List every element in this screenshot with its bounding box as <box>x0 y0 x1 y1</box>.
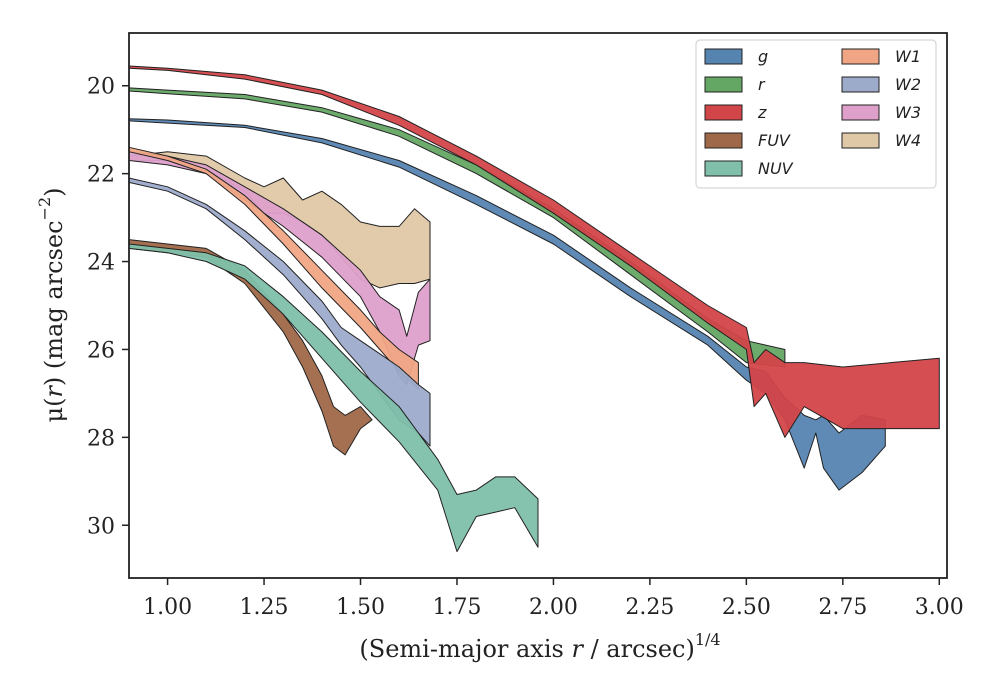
y-axis-label-main: μ( <box>40 398 68 423</box>
legend-swatch-z <box>704 104 743 121</box>
y-axis-label-var: r <box>40 385 68 398</box>
y-axis-label-sup: −2 <box>35 197 54 221</box>
x-tick-label: 2.00 <box>529 595 578 620</box>
x-tick-label: 1.00 <box>143 595 192 620</box>
legend-label-z: z <box>757 103 767 122</box>
legend-label-FUV: FUV <box>758 131 791 150</box>
y-tick-label: 20 <box>87 75 115 100</box>
legend-label-W2: W2 <box>895 75 921 94</box>
legend-swatch-NUV <box>704 160 743 177</box>
x-axis-label-unit: / arcsec) <box>583 635 695 663</box>
x-axis-label: (Semi-major axis r / arcsec)1/4 <box>359 630 720 663</box>
legend-swatch-W2 <box>841 76 880 93</box>
legend-swatch-g <box>704 48 743 65</box>
legend-swatch-W3 <box>841 104 880 121</box>
x-tick-label: 3.00 <box>915 595 964 620</box>
x-tick-label: 2.50 <box>722 595 771 620</box>
legend-label-r: r <box>758 75 766 94</box>
y-tick-label: 30 <box>87 514 115 539</box>
y-axis-label-unit: ) (mag arcsec <box>40 220 68 386</box>
legend-swatch-FUV <box>704 132 743 149</box>
series-layer <box>128 65 940 553</box>
x-axis-label-sup: 1/4 <box>695 630 721 649</box>
x-tick-label: 1.50 <box>336 595 385 620</box>
x-tick-label: 2.25 <box>625 595 674 620</box>
series-band-z <box>128 65 940 438</box>
legend-label-g: g <box>758 47 768 66</box>
y-axis-label: μ(r) (mag arcsec−2) <box>35 187 68 422</box>
series-band-NUV <box>128 243 539 553</box>
legend-label-W4: W4 <box>895 131 921 150</box>
legend-swatch-W1 <box>841 48 880 65</box>
x-tick-label: 2.75 <box>818 595 867 620</box>
legend-swatch-W4 <box>841 132 880 149</box>
y-tick-label: 22 <box>87 163 115 188</box>
x-axis: 1.00 1.25 1.50 1.75 2.00 2.25 2.50 2.75 3.00 <box>143 578 964 620</box>
legend: grz FUV NUV W1 W2 W3 W4 <box>695 39 937 189</box>
series-band-g <box>128 118 886 491</box>
x-tick-label: 1.75 <box>432 595 481 620</box>
y-tick-label: 28 <box>87 426 115 451</box>
x-axis-label-var: r <box>571 635 584 663</box>
y-axis: 20 22 24 26 28 30 <box>87 75 129 539</box>
x-tick-label: 1.25 <box>240 595 289 620</box>
legend-label-W3: W3 <box>895 103 921 122</box>
y-axis-label-close: ) <box>40 187 68 196</box>
legend-label-W1: W1 <box>895 47 921 66</box>
legend-swatch-r <box>704 76 743 93</box>
legend-label-NUV: NUV <box>758 159 794 178</box>
y-tick-label: 24 <box>87 251 115 276</box>
y-tick-label: 26 <box>87 338 115 363</box>
x-axis-label-main: (Semi-major axis <box>359 635 571 663</box>
plot-frame <box>128 32 948 579</box>
